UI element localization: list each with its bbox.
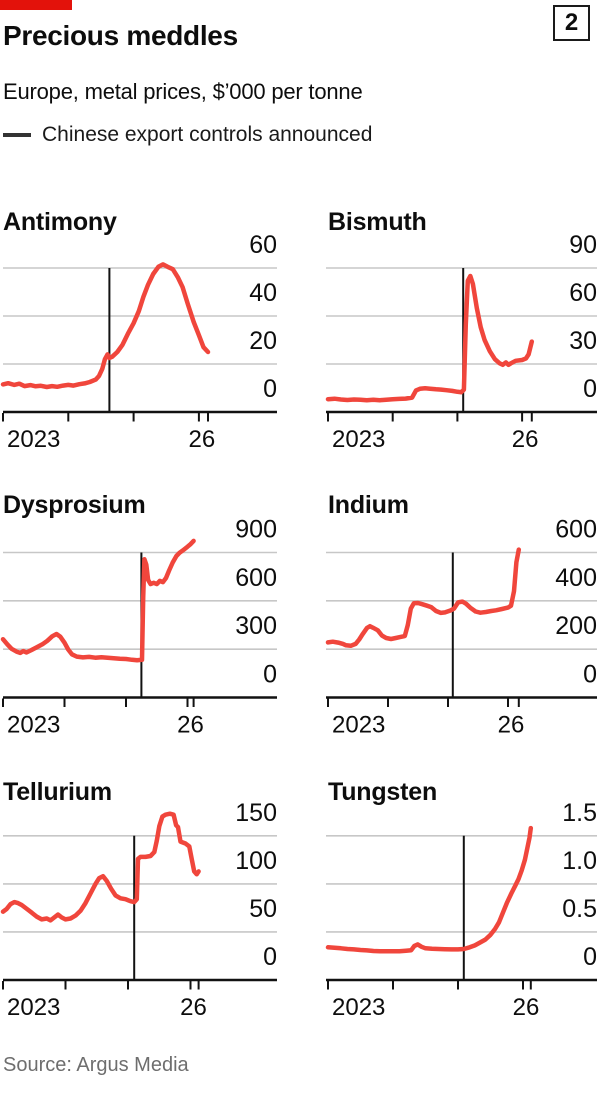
x-axis-label: 26 bbox=[189, 426, 216, 453]
y-axis-label: 40 bbox=[249, 279, 277, 307]
y-axis-label: 90 bbox=[569, 231, 597, 259]
y-axis-label: 1.0 bbox=[562, 847, 597, 875]
price-line bbox=[0, 262, 211, 390]
source-credit: Source: Argus Media bbox=[3, 1054, 189, 1076]
y-axis-label: 0 bbox=[583, 375, 597, 403]
x-axis-label: 2023 bbox=[332, 994, 385, 1021]
chart-title-dysprosium: Dysprosium bbox=[3, 491, 146, 519]
x-axis-label: 26 bbox=[498, 712, 525, 739]
price-line bbox=[0, 811, 201, 923]
y-axis-label: 50 bbox=[249, 895, 277, 923]
event-line-swatch bbox=[3, 133, 31, 137]
chart-subtitle: Europe, metal prices, $’000 per tonne bbox=[3, 79, 363, 104]
chart-title-bismuth: Bismuth bbox=[328, 208, 427, 236]
price-line bbox=[0, 538, 196, 663]
y-axis-label: 0 bbox=[583, 943, 597, 971]
y-axis-label: 20 bbox=[249, 327, 277, 355]
y-axis-label: 400 bbox=[555, 564, 597, 592]
chart-title-tungsten: Tungsten bbox=[328, 778, 438, 806]
chart-title-antimony: Antimony bbox=[3, 208, 117, 236]
y-axis-label: 60 bbox=[569, 279, 597, 307]
y-axis-label: 1.5 bbox=[562, 799, 597, 827]
y-axis-label: 600 bbox=[235, 564, 277, 592]
price-line bbox=[325, 273, 535, 403]
y-axis-label: 900 bbox=[235, 516, 277, 544]
y-axis-label: 0 bbox=[263, 661, 277, 689]
page-title: Precious meddles bbox=[3, 20, 238, 51]
price-line bbox=[325, 547, 522, 649]
x-axis-label: 2023 bbox=[332, 426, 385, 453]
x-axis-label: 2023 bbox=[7, 426, 60, 453]
x-axis-label: 2023 bbox=[332, 712, 385, 739]
y-axis-label: 100 bbox=[235, 847, 277, 875]
x-axis-label: 2023 bbox=[7, 994, 60, 1021]
x-axis-label: 2023 bbox=[7, 712, 60, 739]
price-line bbox=[325, 825, 534, 954]
x-axis-label: 26 bbox=[513, 994, 540, 1021]
chart-title-tellurium: Tellurium bbox=[3, 778, 112, 806]
y-axis-label: 0 bbox=[263, 943, 277, 971]
x-axis-label: 26 bbox=[512, 426, 539, 453]
y-axis-label: 60 bbox=[249, 231, 277, 259]
y-axis-label: 30 bbox=[569, 327, 597, 355]
chart-title-indium: Indium bbox=[328, 491, 409, 519]
brand-red-bar bbox=[0, 0, 72, 10]
y-axis-label: 300 bbox=[235, 612, 277, 640]
legend-label: Chinese export controls announced bbox=[42, 123, 373, 146]
y-axis-label: 0.5 bbox=[562, 895, 597, 923]
y-axis-label: 150 bbox=[235, 799, 277, 827]
figure-number: 2 bbox=[564, 9, 579, 36]
y-axis-label: 600 bbox=[555, 516, 597, 544]
y-axis-label: 200 bbox=[555, 612, 597, 640]
figure-number-box: 2 bbox=[553, 5, 590, 41]
y-axis-label: 0 bbox=[263, 375, 277, 403]
y-axis-label: 0 bbox=[583, 661, 597, 689]
legend: Chinese export controls announced bbox=[3, 122, 372, 148]
x-axis-label: 26 bbox=[177, 712, 204, 739]
x-axis-label: 26 bbox=[180, 994, 207, 1021]
